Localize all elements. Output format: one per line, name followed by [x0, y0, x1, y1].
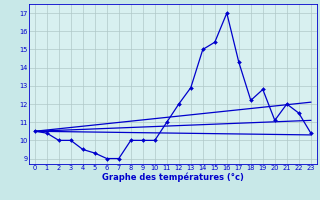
- X-axis label: Graphe des températures (°c): Graphe des températures (°c): [102, 173, 244, 182]
